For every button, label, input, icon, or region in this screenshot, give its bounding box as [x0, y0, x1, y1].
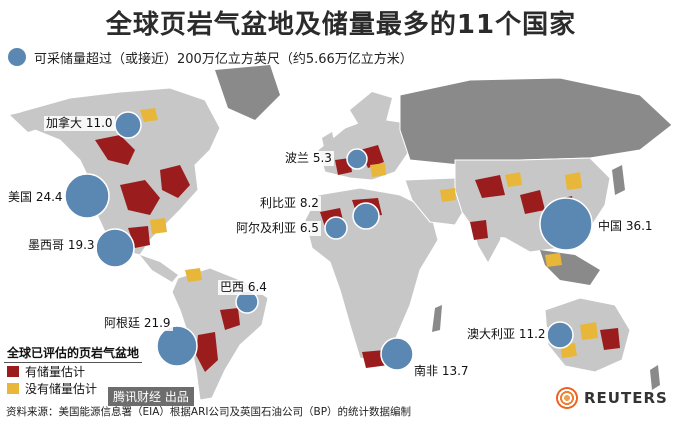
basin-canada-north — [140, 108, 158, 122]
basin-usa-south — [150, 218, 167, 234]
basin-europe-central — [370, 163, 386, 177]
label-canada: 加拿大 11.0 — [44, 116, 115, 131]
bubble-south-africa — [380, 337, 414, 371]
basin-australia-2 — [580, 322, 598, 340]
label-australia: 澳大利亚 11.2 — [465, 327, 548, 342]
bubble-canada — [114, 111, 142, 139]
page-title: 全球页岩气盆地及储量最多的11个国家 — [105, 10, 577, 40]
landmass-madagascar — [432, 305, 442, 332]
label-china: 中国 36.1 — [596, 219, 655, 234]
basin-china-3 — [565, 172, 582, 190]
label-south-africa: 南非 13.7 — [412, 364, 471, 379]
basin-canada — [95, 135, 135, 165]
basin-legend-title: 全球已评估的页岩气盆地 — [4, 343, 143, 363]
bubble-legend-dot — [8, 48, 26, 66]
landmass-greenland — [215, 65, 280, 120]
bubble-legend: 可采储量超过（或接近）200万亿立方英尺（约5.66万亿立方米） — [8, 46, 413, 68]
basin-middle-east-2 — [440, 188, 456, 202]
basin-china-1 — [520, 190, 545, 214]
landmass-central-america — [140, 255, 178, 282]
bubble-australia — [546, 321, 574, 349]
basin-usa-west — [120, 180, 160, 215]
label-mexico: 墨西哥 19.3 — [26, 238, 97, 253]
reuters-brand: REUTERS — [556, 387, 668, 409]
bubble-usa — [64, 173, 110, 219]
label-brazil: 巴西 6.4 — [218, 280, 269, 295]
legend-label-estimated: 有储量估计 — [25, 365, 86, 379]
basin-middle-east — [475, 175, 505, 198]
bubble-poland — [346, 148, 368, 170]
bubble-mexico — [95, 228, 135, 268]
landmass-japan — [612, 165, 625, 195]
source-note: 资料来源：美国能源信息署（EIA）根据ARI公司及英国石油公司（BP）的统计数据… — [6, 406, 412, 418]
legend-label-no-estimate: 没有储量估计 — [25, 382, 98, 396]
landmass-alaska — [10, 108, 50, 132]
bubble-argentina — [156, 325, 198, 367]
label-argentina: 阿根廷 21.9 — [102, 316, 173, 331]
reuters-text: REUTERS — [584, 389, 668, 407]
label-libya: 利比亚 8.2 — [258, 196, 321, 211]
legend-item-no-estimate: 没有储量估计 — [4, 380, 154, 397]
label-algeria: 阿尔及利亚 6.5 — [234, 221, 321, 236]
bubble-algeria — [324, 216, 348, 240]
landmass-uk — [322, 132, 336, 156]
basin-brazil — [220, 308, 240, 330]
landmass-scandinavia — [350, 92, 392, 130]
landmass-new-zealand — [650, 365, 660, 390]
landmass-russia — [399, 77, 673, 166]
watermark: 腾讯财经 出品 — [108, 387, 194, 406]
bubble-china — [539, 197, 593, 251]
basin-southeast-asia — [545, 253, 562, 267]
legend-item-estimated: 有储量估计 — [4, 363, 154, 380]
bubble-libya — [352, 202, 380, 230]
basin-usa-east — [160, 165, 190, 198]
legend-swatch-estimated — [7, 366, 19, 377]
basin-legend: 全球已评估的页岩气盆地 有储量估计 没有储量估计 — [4, 343, 154, 397]
basins-no-estimate — [140, 108, 598, 358]
reserve-bubbles — [64, 111, 593, 371]
label-usa: 美国 24.4 — [6, 190, 65, 205]
basin-south-america-north — [185, 268, 202, 282]
basin-india — [470, 220, 488, 240]
legend-swatch-no-estimate — [7, 383, 19, 394]
basin-australia — [600, 328, 620, 350]
reuters-logo-icon — [556, 387, 578, 409]
label-poland: 波兰 5.3 — [283, 151, 334, 166]
basin-asia-central — [505, 172, 522, 187]
basin-argentina — [196, 332, 218, 372]
bubble-legend-text: 可采储量超过（或接近）200万亿立方英尺（约5.66万亿立方米） — [34, 51, 413, 67]
